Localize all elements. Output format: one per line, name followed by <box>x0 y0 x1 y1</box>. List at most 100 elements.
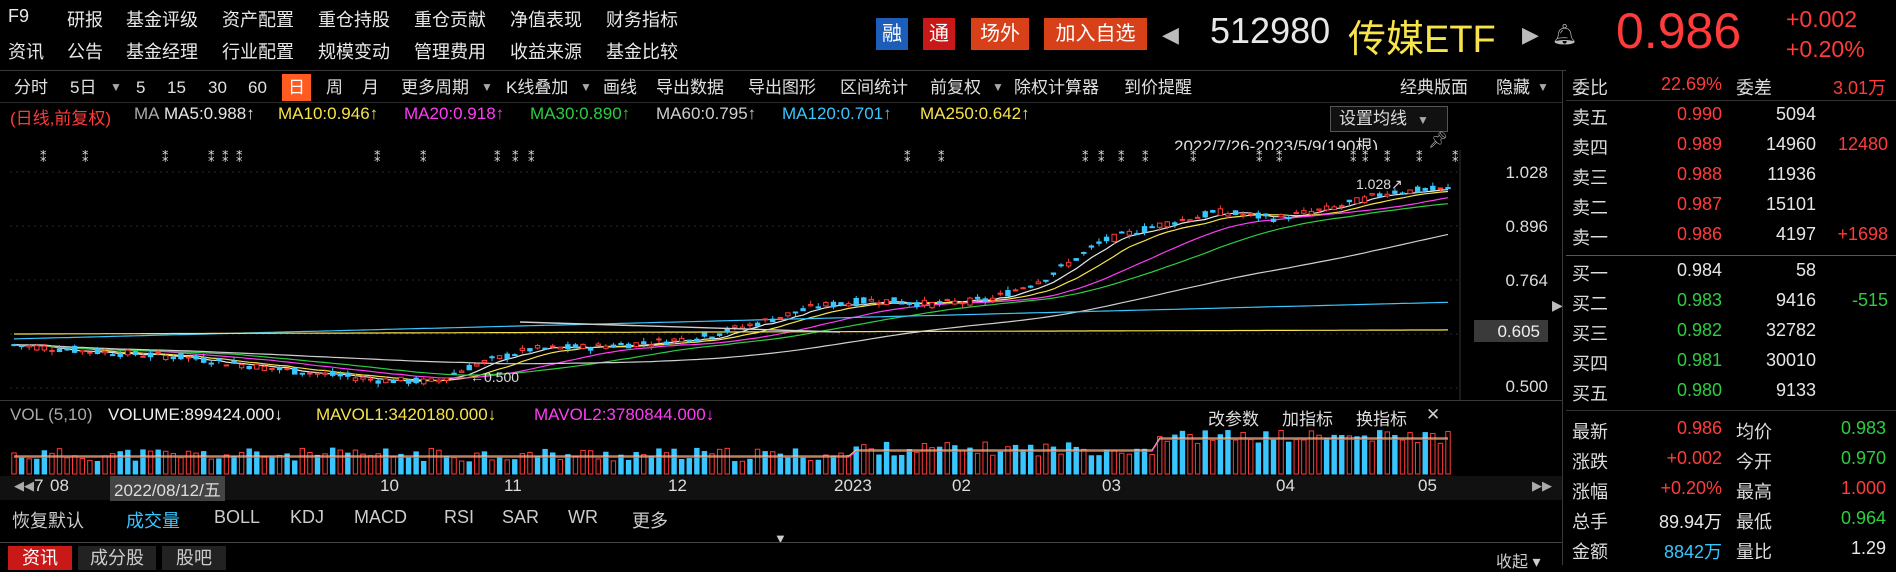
candle-body <box>1111 233 1117 242</box>
tb-5day[interactable]: 5日 <box>70 78 97 97</box>
volume-bar <box>853 446 859 475</box>
ma-label[interactable]: MA <box>134 104 160 123</box>
candle-body <box>641 341 647 345</box>
date-tick-08: 08 <box>50 476 69 495</box>
scroll-left-icon[interactable]: ◀◀ <box>14 478 34 493</box>
bell-icon[interactable]: 🔔︎ <box>1552 24 1578 46</box>
tong-badge[interactable]: 通 <box>923 18 955 50</box>
candle-body <box>952 300 958 305</box>
menu-fees[interactable]: 管理费用 <box>414 42 486 62</box>
tab-macd[interactable]: MACD <box>354 507 407 527</box>
vol-add-indicator-button[interactable]: 加指标 <box>1282 410 1333 429</box>
menu-fund-rating[interactable]: 基金评级 <box>126 10 198 30</box>
add-watchlist-button[interactable]: 加入自选 <box>1044 18 1147 50</box>
scroll-right-icon[interactable]: ▶▶ <box>1532 478 1552 493</box>
tb-5day-dropdown-icon[interactable]: ▼ <box>110 80 122 94</box>
candlestick-chart[interactable]: ⁑ ⁑ ⁑ ⁑ ⁑ ⁑ ⁑ ⁑ ⁑ ⁑ ⁑ ⁑ ⁑ ⁑ ⁑ ⁑ ⁑ ⁑ ⁑ ⁑ ⁑ ⁑ ⁑ ⁑ ⁑ 1.028 0.896 0.… <box>0 150 1562 400</box>
rong-badge[interactable]: 融 <box>876 18 908 50</box>
candle-body <box>26 345 32 348</box>
menu-return-source[interactable]: 收益来源 <box>510 42 582 62</box>
collapse-down-icon[interactable]: ▼ <box>774 531 787 546</box>
bottom-tab-components[interactable]: 成分股 <box>78 546 156 570</box>
tb-overlay-dropdown-icon[interactable]: ▼ <box>580 80 592 94</box>
tb-ex-right-calc[interactable]: 除权计算器 <box>1014 78 1099 97</box>
candle-body <box>967 297 973 306</box>
tb-intraday[interactable]: 分时 <box>14 78 48 97</box>
tab-wr[interactable]: WR <box>568 507 598 527</box>
volume-bar <box>94 460 101 475</box>
tab-restore-default[interactable]: 恢复默认 <box>12 511 84 531</box>
tb-draw[interactable]: 画线 <box>603 78 637 97</box>
sell-label: 卖一 <box>1572 228 1608 248</box>
menu-scale[interactable]: 规模变动 <box>318 42 390 62</box>
candle-body <box>663 341 670 345</box>
candle-body <box>1179 218 1186 221</box>
tb-overlay[interactable]: K线叠加 <box>506 78 569 97</box>
bottom-tab-news[interactable]: 资讯 <box>8 546 72 570</box>
vol-params-button[interactable]: 改参数 <box>1208 410 1259 429</box>
tb-more-periods[interactable]: 更多周期 <box>401 78 469 97</box>
tb-60min[interactable]: 60 <box>248 78 267 97</box>
menu-financials[interactable]: 财务指标 <box>606 10 678 30</box>
volume-bar <box>762 451 768 475</box>
volume-bar <box>56 448 63 475</box>
collapse-button[interactable]: 收起 ▾ <box>1496 554 1541 571</box>
tab-rsi[interactable]: RSI <box>444 507 475 527</box>
tb-15min[interactable]: 15 <box>167 78 186 97</box>
tb-30min[interactable]: 30 <box>208 78 227 97</box>
tab-boll[interactable]: BOLL <box>214 507 261 527</box>
menu-holding-contrib[interactable]: 重仓贡献 <box>414 10 486 30</box>
candle-body <box>610 344 617 348</box>
menu-yanbao[interactable]: 研报 <box>67 10 103 30</box>
menu-manager[interactable]: 基金经理 <box>126 42 198 62</box>
bottom-tab-forum[interactable]: 股吧 <box>162 546 226 570</box>
tab-kdj[interactable]: KDJ <box>290 507 325 527</box>
volume-bar <box>625 459 632 475</box>
tb-range-stats[interactable]: 区间统计 <box>840 78 908 97</box>
volume-bar <box>193 452 199 475</box>
menu-industry[interactable]: 行业配置 <box>222 42 294 62</box>
event-marker-icon: ⁑ <box>1416 150 1423 166</box>
otc-button[interactable]: 场外 <box>971 18 1029 50</box>
menu-fund-compare[interactable]: 基金比较 <box>606 42 678 62</box>
tb-daily[interactable]: 日 <box>282 74 311 101</box>
menu-news[interactable]: 资讯 <box>8 42 44 62</box>
tb-export-data[interactable]: 导出数据 <box>656 78 724 97</box>
tb-forward-adjust[interactable]: 前复权 <box>930 78 981 97</box>
next-arrow-icon[interactable]: ▶ <box>1522 22 1539 47</box>
set-ma-button[interactable]: 设置均线 ▼ <box>1330 106 1448 132</box>
candle-body <box>496 355 503 360</box>
volume-bar <box>542 448 548 475</box>
tb-hide-dropdown-icon[interactable]: ▼ <box>1537 80 1549 94</box>
menu-asset-allocation[interactable]: 资产配置 <box>222 10 294 30</box>
tab-more[interactable]: 更多 <box>632 511 668 531</box>
volume-bar <box>557 459 563 475</box>
tb-5min[interactable]: 5 <box>136 78 146 97</box>
tb-weekly[interactable]: 周 <box>326 78 343 97</box>
vol-close-icon[interactable]: ✕ <box>1426 405 1441 424</box>
candle-body <box>1210 210 1216 213</box>
volume-chart[interactable] <box>0 428 1460 476</box>
menu-notice[interactable]: 公告 <box>67 42 103 62</box>
menu-f9[interactable]: F9 <box>8 6 30 26</box>
tb-hide[interactable]: 隐藏 <box>1496 78 1530 97</box>
volume-bar <box>1065 442 1072 475</box>
volume-bar <box>367 455 374 475</box>
vol-swap-indicator-button[interactable]: 换指标 <box>1356 410 1407 429</box>
tab-sar[interactable]: SAR <box>502 507 540 527</box>
tb-monthly[interactable]: 月 <box>362 78 379 97</box>
prev-arrow-icon[interactable]: ◀ <box>1162 22 1179 47</box>
tb-export-image[interactable]: 导出图形 <box>748 78 816 97</box>
pin-icon[interactable]: 📌︎ <box>1428 132 1449 149</box>
tb-classic-layout[interactable]: 经典版面 <box>1400 78 1468 97</box>
menu-holdings[interactable]: 重仓持股 <box>318 10 390 30</box>
menu-nav[interactable]: 净值表现 <box>510 10 582 30</box>
candle-body <box>1134 232 1140 235</box>
tb-adjust-dropdown-icon[interactable]: ▼ <box>992 80 1004 94</box>
volume-bar <box>269 456 275 475</box>
candle-body <box>71 345 78 353</box>
tb-price-alert[interactable]: 到价提醒 <box>1124 78 1192 97</box>
date-axis[interactable]: ◀◀ 7 08 2022/08/12/五 10 11 12 2023 02 03… <box>0 476 1562 501</box>
tb-more-periods-dropdown-icon[interactable]: ▼ <box>481 80 493 94</box>
tab-volume[interactable]: 成交量 <box>126 511 180 531</box>
